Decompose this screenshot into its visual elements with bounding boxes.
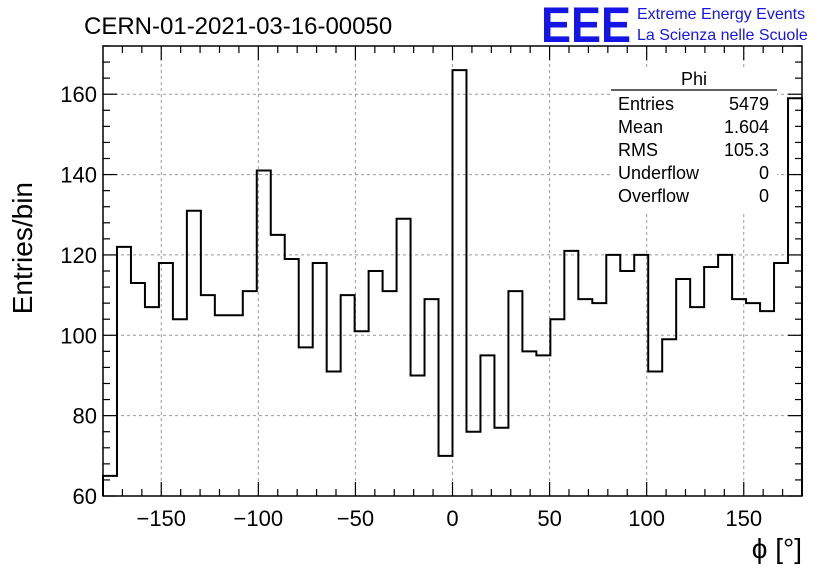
y-axis-title: Entries/bin xyxy=(7,182,38,314)
stats-row-value: 5479 xyxy=(729,94,769,114)
stats-row-label: RMS xyxy=(618,140,658,160)
chart-title: CERN-01-2021-03-16-00050 xyxy=(84,13,392,40)
eee-logo: EEE xyxy=(541,0,631,53)
stats-row-value: 105.3 xyxy=(724,140,769,160)
y-tick-label: 60 xyxy=(73,484,97,509)
stats-row-value: 0 xyxy=(759,163,769,183)
x-tick-label: −50 xyxy=(337,506,374,531)
y-tick-label: 140 xyxy=(60,163,97,188)
x-tick-label: −150 xyxy=(136,506,186,531)
plot-frame xyxy=(102,45,803,497)
x-tick-label: −100 xyxy=(234,506,284,531)
stats-row-label: Underflow xyxy=(618,163,700,183)
stats-row-label: Entries xyxy=(618,94,674,114)
y-tick-labels: 60 80 100 120 140 160 xyxy=(60,82,97,509)
y-tick-label: 100 xyxy=(60,323,97,348)
y-tick-label: 120 xyxy=(60,243,97,268)
stats-box-title: Phi xyxy=(681,69,707,89)
x-tick-label: 100 xyxy=(628,506,665,531)
x-tick-label: 50 xyxy=(537,506,561,531)
x-tick-label: 150 xyxy=(725,506,762,531)
logo-subtitle-line1: Extreme Energy Events xyxy=(637,6,805,23)
x-tick-label: 0 xyxy=(446,506,458,531)
y-tick-label: 160 xyxy=(60,82,97,107)
stats-row-label: Mean xyxy=(618,117,663,137)
stats-box: Phi Entries 5479 Mean 1.604 RMS 105.3 Underflo… xyxy=(611,69,777,214)
stats-row-value: 1.604 xyxy=(724,117,769,137)
y-tick-label: 80 xyxy=(73,404,97,429)
stats-row-value: 0 xyxy=(759,186,769,206)
histogram-series-line xyxy=(102,69,803,496)
x-tick-labels: −150 −100 −50 0 50 100 150 xyxy=(136,506,762,531)
x-axis-title: ϕ [°] xyxy=(752,533,802,564)
logo-subtitle-line2: La Scienza nelle Scuole xyxy=(637,27,808,44)
stats-row-label: Overflow xyxy=(618,186,690,206)
